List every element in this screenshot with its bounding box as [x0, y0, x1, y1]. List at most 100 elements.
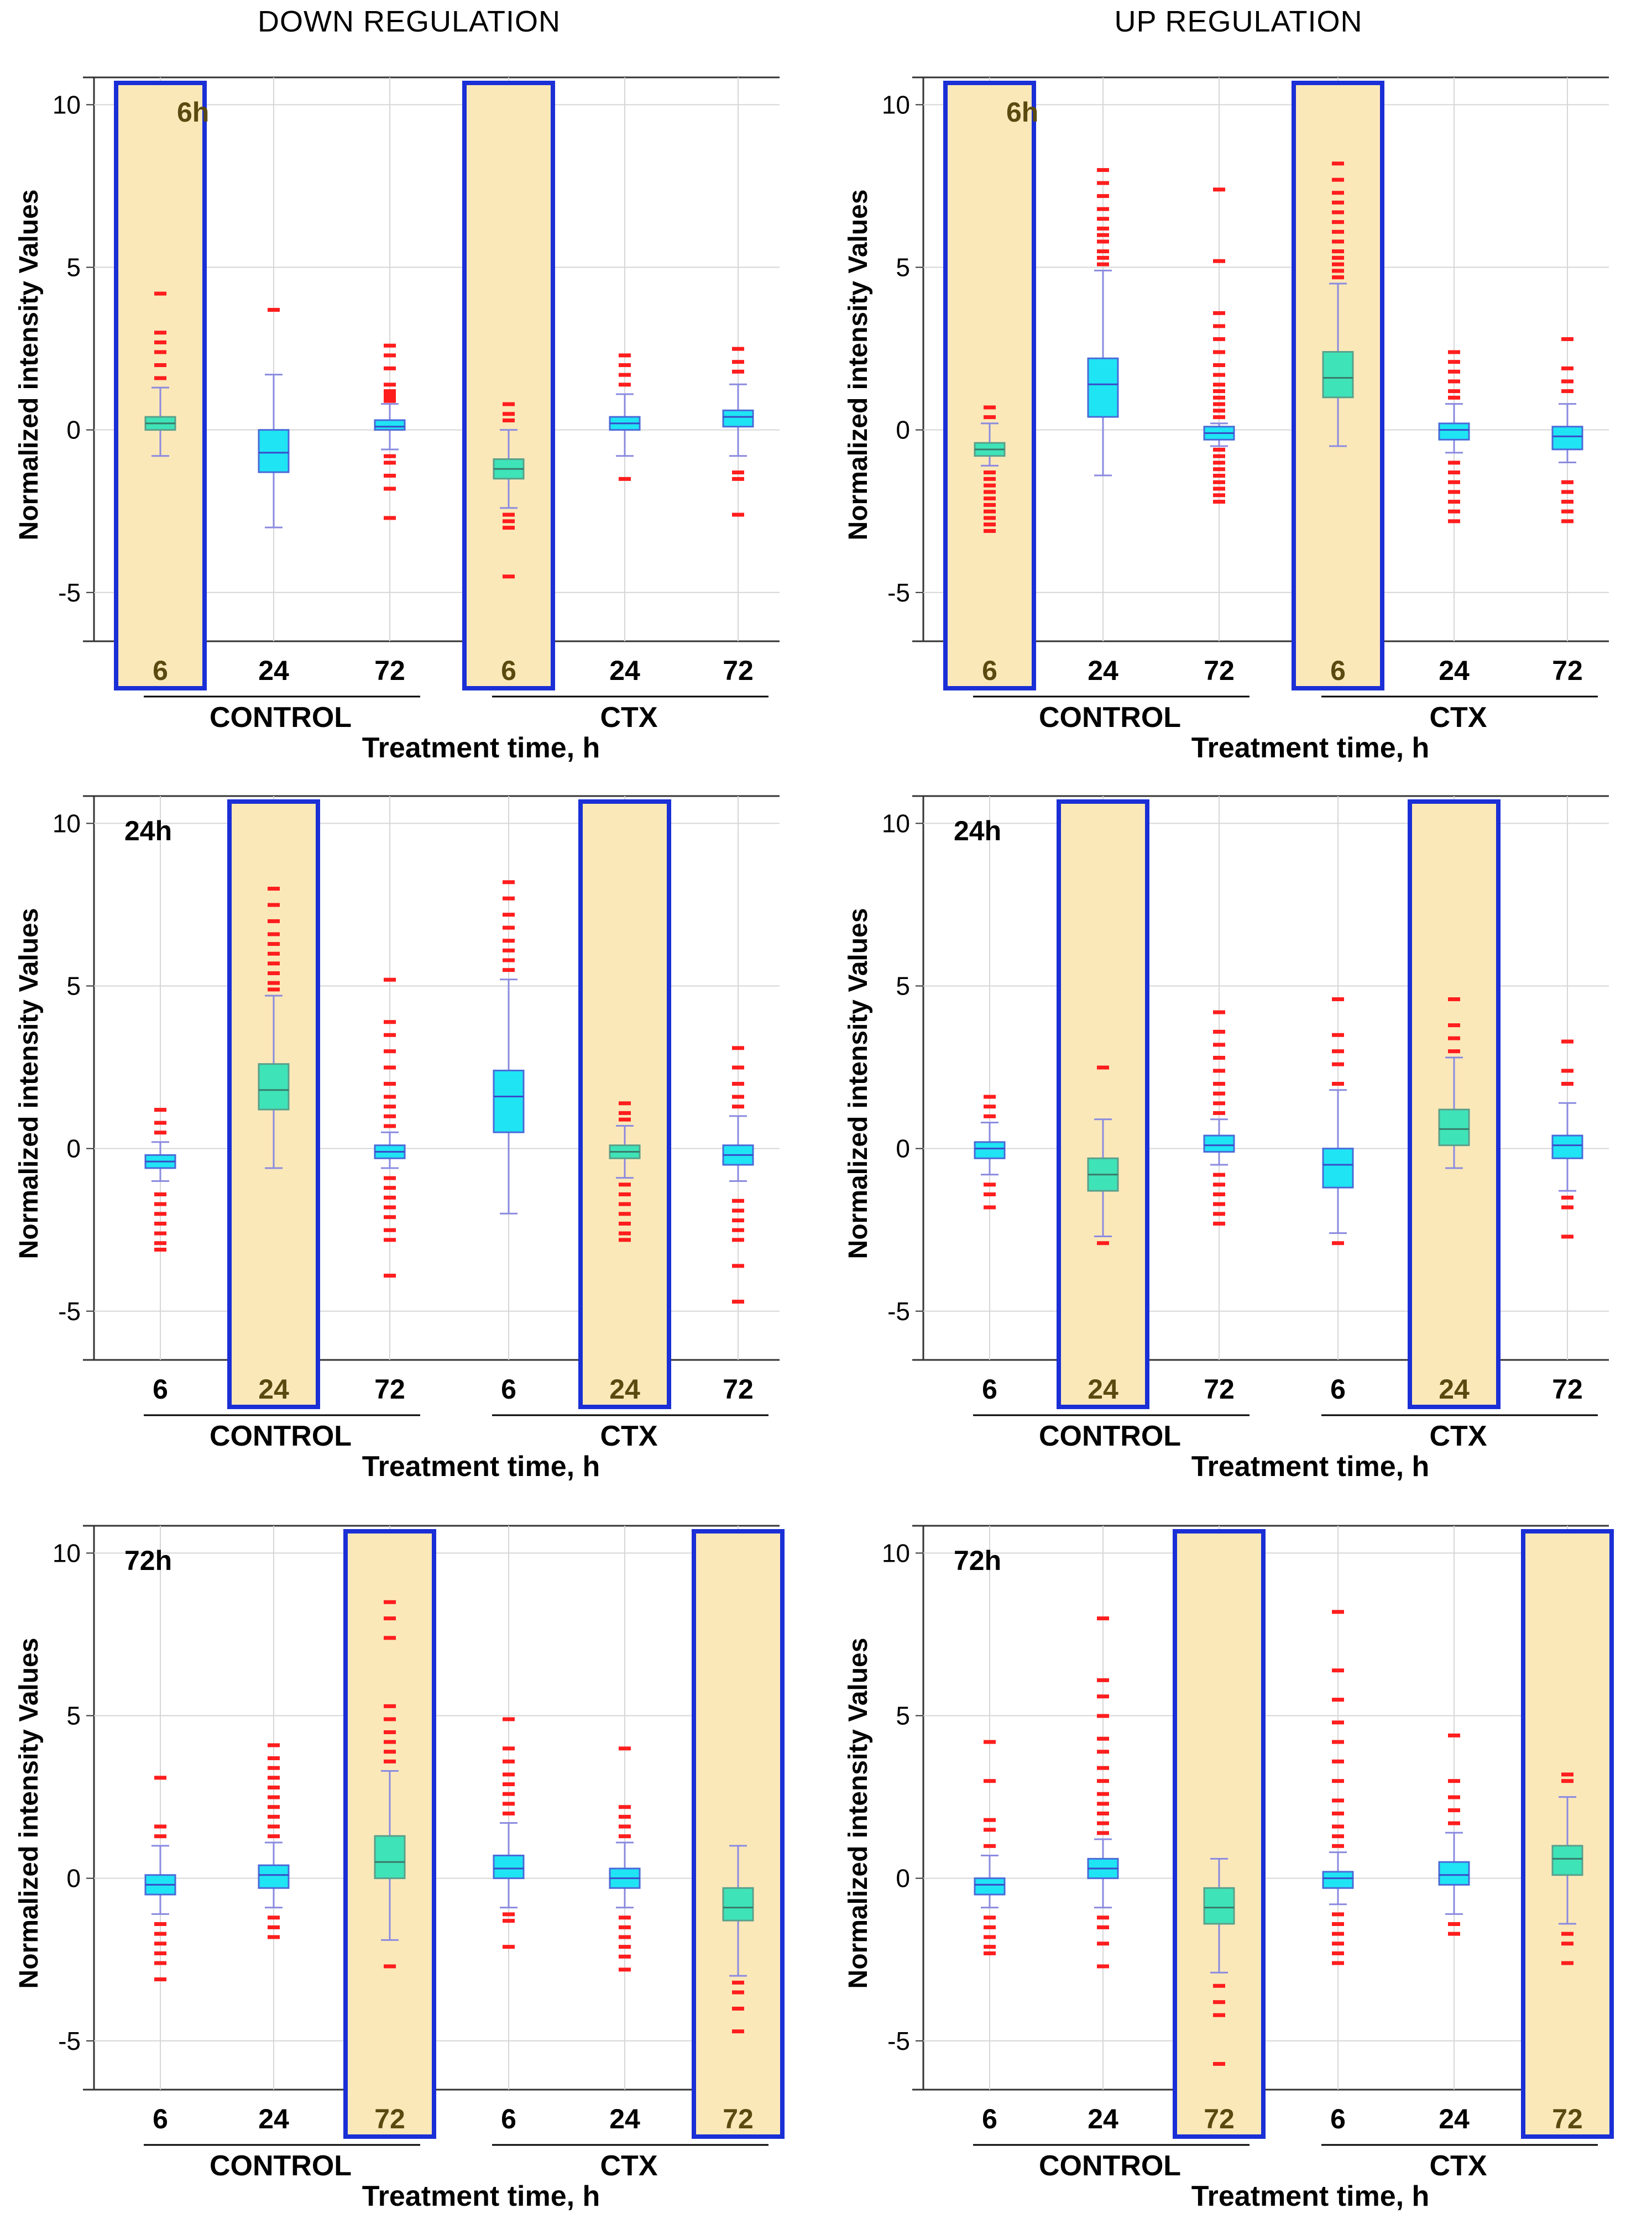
- outlier-mark: [1448, 500, 1460, 504]
- outlier-mark: [384, 1740, 396, 1744]
- outlier-mark: [384, 392, 396, 396]
- outlier-mark: [1448, 379, 1460, 384]
- outlier-mark: [154, 1834, 166, 1839]
- x-tick-label: 24: [1088, 1374, 1118, 1405]
- outlier-mark: [619, 1111, 631, 1115]
- y-tick-label: 5: [896, 1702, 910, 1730]
- outlier-mark: [1332, 1082, 1344, 1086]
- x-tick-label: 24: [1088, 2103, 1118, 2134]
- outlier-mark: [268, 951, 280, 956]
- outlier-mark: [384, 1964, 396, 1969]
- outlier-mark: [1332, 161, 1344, 166]
- outlier-mark: [1332, 269, 1344, 273]
- outlier-mark: [1213, 409, 1225, 413]
- outlier-mark: [1448, 480, 1460, 484]
- outlier-mark: [984, 1740, 996, 1744]
- outlier-mark: [1561, 490, 1573, 494]
- panel-time-label: 24h: [954, 815, 1001, 846]
- outlier-mark: [1561, 1234, 1573, 1239]
- outlier-mark: [503, 925, 515, 930]
- outlier-mark: [1332, 1668, 1344, 1673]
- outlier-mark: [984, 1779, 996, 1783]
- outlier-mark: [1213, 493, 1225, 498]
- outlier-mark: [503, 948, 515, 952]
- outlier-mark: [1332, 1033, 1344, 1037]
- x-tick-label: 6: [501, 1374, 516, 1405]
- outlier-mark: [1561, 480, 1573, 484]
- outlier-mark: [1561, 1205, 1573, 1210]
- outlier-mark: [1213, 1173, 1225, 1177]
- group-label-ctx: CTX: [1430, 702, 1487, 734]
- outlier-mark: [384, 1205, 396, 1210]
- outlier-mark: [1561, 1961, 1573, 1965]
- outlier-mark: [1332, 229, 1344, 234]
- box-iqr: [974, 1877, 1006, 1896]
- outlier-mark: [384, 1730, 396, 1734]
- outlier-mark: [154, 1131, 166, 1135]
- y-tick-label: 10: [53, 90, 81, 119]
- y-tick-label: 10: [53, 1538, 81, 1567]
- outlier-mark: [268, 308, 280, 312]
- outlier-mark: [154, 291, 166, 296]
- outlier-mark: [1213, 1082, 1225, 1086]
- outlier-mark: [732, 369, 744, 374]
- outlier-mark: [503, 1792, 515, 1796]
- outlier-mark: [1332, 1951, 1344, 1955]
- group-label-control: CONTROL: [210, 2150, 352, 2182]
- outlier-mark: [503, 939, 515, 943]
- outlier-mark: [1561, 1069, 1573, 1073]
- outlier-mark: [503, 526, 515, 530]
- panel-time-label: 6h: [177, 97, 209, 128]
- outlier-mark: [503, 896, 515, 901]
- outlier-mark: [732, 1228, 744, 1232]
- outlier-mark: [384, 389, 396, 394]
- outlier-mark: [1213, 480, 1225, 484]
- outlier-mark: [1097, 239, 1109, 244]
- outlier-mark: [384, 1274, 396, 1278]
- outlier-mark: [503, 958, 515, 962]
- outlier-mark: [619, 1967, 631, 1972]
- outlier-mark: [619, 373, 631, 377]
- outlier-mark: [1213, 460, 1225, 465]
- outlier-mark: [154, 1202, 166, 1206]
- outlier-mark: [503, 412, 515, 416]
- group-label-ctx: CTX: [1430, 1420, 1487, 1452]
- outlier-mark: [984, 509, 996, 514]
- outlier-mark: [1213, 1043, 1225, 1047]
- y-tick-label: 10: [882, 90, 910, 119]
- outlier-mark: [732, 1046, 744, 1050]
- outlier-mark: [732, 2006, 744, 2011]
- panel-time-label: 72h: [124, 1545, 172, 1576]
- outlier-mark: [984, 477, 996, 481]
- outlier-mark: [268, 1935, 280, 1939]
- outlier-mark: [384, 1759, 396, 1763]
- outlier-mark: [1213, 1182, 1225, 1187]
- highlight-band: [1057, 799, 1149, 1409]
- outlier-mark: [1332, 239, 1344, 244]
- outlier-mark: [1097, 1915, 1109, 1920]
- x-tick-label: 72: [1204, 2103, 1235, 2134]
- outlier-mark: [1332, 1720, 1344, 1725]
- outlier-mark: [384, 460, 396, 465]
- y-axis-title: Normalized intensity Values: [14, 908, 44, 1259]
- outlier-mark: [1097, 262, 1109, 266]
- x-tick-label: 72: [1552, 2103, 1583, 2134]
- outlier-mark: [1332, 1740, 1344, 1744]
- outlier-mark: [984, 1951, 996, 1955]
- outlier-mark: [619, 1221, 631, 1226]
- outlier-mark: [154, 1824, 166, 1829]
- outlier-mark: [1332, 275, 1344, 280]
- outlier-mark: [1332, 1941, 1344, 1946]
- x-tick-label: 6: [982, 655, 997, 686]
- outlier-mark: [619, 1935, 631, 1939]
- outlier-mark: [1097, 1714, 1109, 1718]
- outlier-mark: [384, 383, 396, 387]
- outlier-mark: [1213, 447, 1225, 452]
- outlier-mark: [1213, 402, 1225, 406]
- x-tick-label: 72: [1204, 1374, 1235, 1405]
- x-axis-title: Treatment time, h: [362, 1451, 600, 1483]
- outlier-mark: [1561, 1932, 1573, 1936]
